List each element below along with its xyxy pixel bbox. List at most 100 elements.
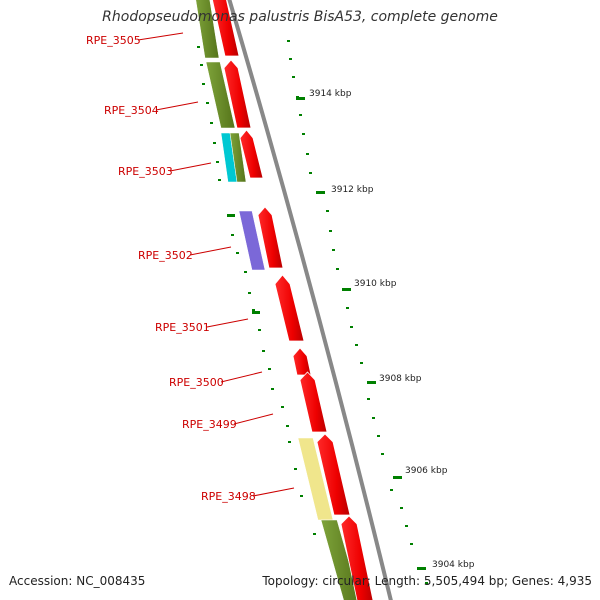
inner-tick <box>258 329 261 331</box>
label-leader-line <box>252 487 295 497</box>
scale-label: 3910 kbp <box>354 279 397 289</box>
minor-tick <box>377 435 380 437</box>
major-tick <box>417 567 426 570</box>
inner-major-tick <box>252 311 260 314</box>
minor-tick <box>367 398 370 400</box>
cds-arrow <box>340 515 374 600</box>
inner-tick <box>231 234 234 236</box>
gene-labels: RPE_3505 RPE_3504 RPE_3503 RPE_3502 RPE_3501… <box>86 32 295 503</box>
inner-tick <box>244 271 247 273</box>
label-leader-line <box>206 318 249 328</box>
minor-tick <box>309 172 312 174</box>
inner-tick <box>248 292 251 294</box>
cog-block-olive <box>320 519 360 600</box>
label-leader-line <box>220 371 263 383</box>
cog-block-olive <box>195 0 220 59</box>
inner-tick <box>286 425 289 427</box>
backbone-arc <box>227 0 393 600</box>
cog-block-purple <box>238 210 266 271</box>
cog-block-olive <box>205 61 236 129</box>
minor-tick <box>302 133 305 135</box>
gene-label-rpe-3499[interactable]: RPE_3499 <box>182 418 237 431</box>
major-tick <box>296 97 305 100</box>
inner-tick <box>213 142 216 144</box>
cds-arrow <box>223 59 252 129</box>
label-leader-line <box>189 246 232 256</box>
scale-label: 3906 kbp <box>405 466 448 476</box>
inner-tick <box>268 368 271 370</box>
minor-tick <box>306 153 309 155</box>
gene-label-rpe-3501[interactable]: RPE_3501 <box>155 321 210 334</box>
minor-tick <box>326 210 329 212</box>
label-leader-line <box>233 413 274 425</box>
minor-tick <box>346 307 349 309</box>
inner-tick <box>200 64 203 66</box>
genome-summary: Topology: circular; Length: 5,505,494 bp… <box>262 574 592 588</box>
map-title: Rhodopseudomonas palustris BisA53, compl… <box>102 9 498 25</box>
minor-tick <box>292 76 295 78</box>
minor-tick <box>410 543 413 545</box>
minor-tick <box>381 453 384 455</box>
inner-tick <box>210 122 213 124</box>
minor-tick <box>332 249 335 251</box>
gene-label-rpe-3500[interactable]: RPE_3500 <box>169 376 224 389</box>
inner-tick <box>236 252 239 254</box>
inner-tick <box>197 46 200 48</box>
scale-ticks: 3914 kbp 3912 kbp 3910 kbp 3908 kbp 3906 kbp… <box>197 40 475 584</box>
minor-tick <box>299 114 302 116</box>
inner-tick <box>218 179 221 181</box>
inner-major-tick <box>227 214 235 217</box>
minor-tick <box>329 230 332 232</box>
minor-tick <box>390 489 393 491</box>
minor-tick <box>400 507 403 509</box>
major-tick <box>316 191 325 194</box>
cds-arrow <box>212 0 240 57</box>
inner-tick <box>288 441 291 443</box>
inner-tick <box>202 83 205 85</box>
inner-tick <box>281 406 284 408</box>
scale-label: 3904 kbp <box>432 560 475 570</box>
inner-tick <box>271 388 274 390</box>
minor-tick <box>350 326 353 328</box>
minor-tick <box>372 417 375 419</box>
cog-block-olive <box>229 132 247 183</box>
minor-tick <box>425 582 428 584</box>
label-leader-line <box>155 101 199 111</box>
inner-tick <box>216 161 219 163</box>
minor-tick <box>405 525 408 527</box>
inner-tick <box>262 350 265 352</box>
inner-tick <box>300 495 303 497</box>
minor-tick <box>289 58 292 60</box>
gene-label-rpe-3502[interactable]: RPE_3502 <box>138 249 193 262</box>
cds-arrow <box>316 433 351 516</box>
scale-label: 3908 kbp <box>379 374 422 384</box>
cds-arrow <box>239 129 264 179</box>
gene-label-rpe-3498[interactable]: RPE_3498 <box>201 490 256 503</box>
genome-backbone <box>227 0 393 600</box>
label-leader-line <box>137 32 184 41</box>
inner-tick <box>313 533 316 535</box>
major-tick <box>342 288 351 291</box>
inner-tick <box>206 102 209 104</box>
cds-arrow <box>257 206 284 269</box>
minor-tick <box>360 362 363 364</box>
gene-label-rpe-3505[interactable]: RPE_3505 <box>86 34 141 47</box>
inner-tick <box>294 468 297 470</box>
cds-arrow <box>292 347 312 376</box>
major-tick <box>393 476 402 479</box>
gene-label-rpe-3504[interactable]: RPE_3504 <box>104 104 159 117</box>
cds-arrow <box>299 371 328 433</box>
major-tick <box>367 381 376 384</box>
accession-text: Accession: NC_008435 <box>9 574 146 588</box>
gene-label-rpe-3503[interactable]: RPE_3503 <box>118 165 173 178</box>
minor-tick <box>336 268 339 270</box>
cds-arrow <box>274 274 305 342</box>
gene-features <box>195 0 374 600</box>
minor-tick <box>355 344 358 346</box>
minor-tick <box>287 40 290 42</box>
scale-label: 3912 kbp <box>331 185 374 195</box>
label-leader-line <box>169 162 212 172</box>
scale-label: 3914 kbp <box>309 89 352 99</box>
inner-tick <box>252 309 255 311</box>
